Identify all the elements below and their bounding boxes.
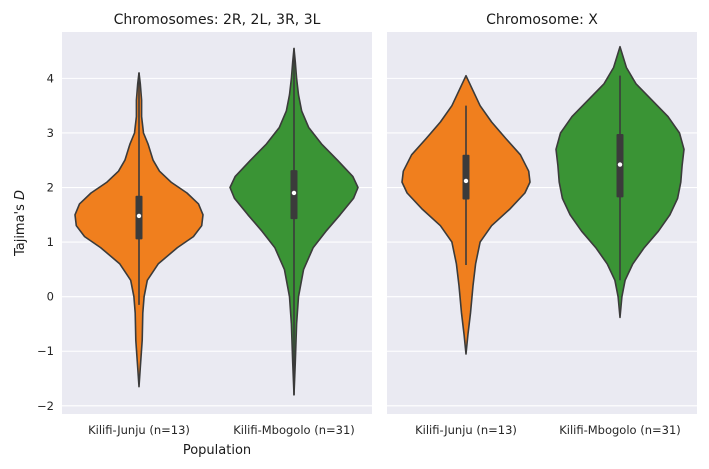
y-tick-label-0: 0	[47, 290, 54, 304]
x-tick-label-right-mbogolo: Kilifi-Mbogolo (n=31)	[559, 423, 681, 437]
median-dot-left-junju	[136, 213, 142, 219]
median-dot-left-mbogolo	[291, 190, 297, 196]
x-tick-label-right-junju: Kilifi-Junju (n=13)	[415, 423, 517, 437]
y-tick-label--2: −2	[37, 399, 54, 413]
y-axis-label-prefix: Tajima's	[13, 200, 28, 257]
panel-left-violins	[74, 47, 359, 396]
y-tick-label-2: 2	[47, 181, 54, 195]
y-tick-label-3: 3	[47, 126, 54, 140]
y-tick-label-4: 4	[47, 71, 54, 85]
median-dot-right-junju	[463, 178, 469, 184]
iqr-box-right-junju	[462, 154, 470, 200]
x-tick-label-left-junju: Kilifi-Junju (n=13)	[88, 423, 190, 437]
y-tick-label--1: −1	[37, 344, 54, 358]
panel-right-title: Chromosome: X	[486, 12, 598, 28]
y-tick-labels: −2 −1 0 1 2 3 4	[37, 71, 54, 412]
y-axis-label-italic: D	[13, 190, 28, 200]
x-tick-label-left-mbogolo: Kilifi-Mbogolo (n=31)	[233, 423, 355, 437]
y-tick-label-1: 1	[47, 235, 54, 249]
panel-left-title: Chromosomes: 2R, 2L, 3R, 3L	[114, 12, 321, 28]
panel-left: Chromosomes: 2R, 2L, 3R, 3L −2 −1 0 1 2 3 4 Ki…	[37, 12, 372, 437]
x-axis-label: Population	[183, 443, 251, 458]
panel-right-violins	[401, 45, 685, 355]
median-dot-right-mbogolo	[617, 162, 623, 167]
panel-right: Chromosome: X Kilifi-Junju (n=13) Kilifi…	[387, 12, 697, 437]
y-axis-label: Tajima's D	[13, 190, 28, 257]
